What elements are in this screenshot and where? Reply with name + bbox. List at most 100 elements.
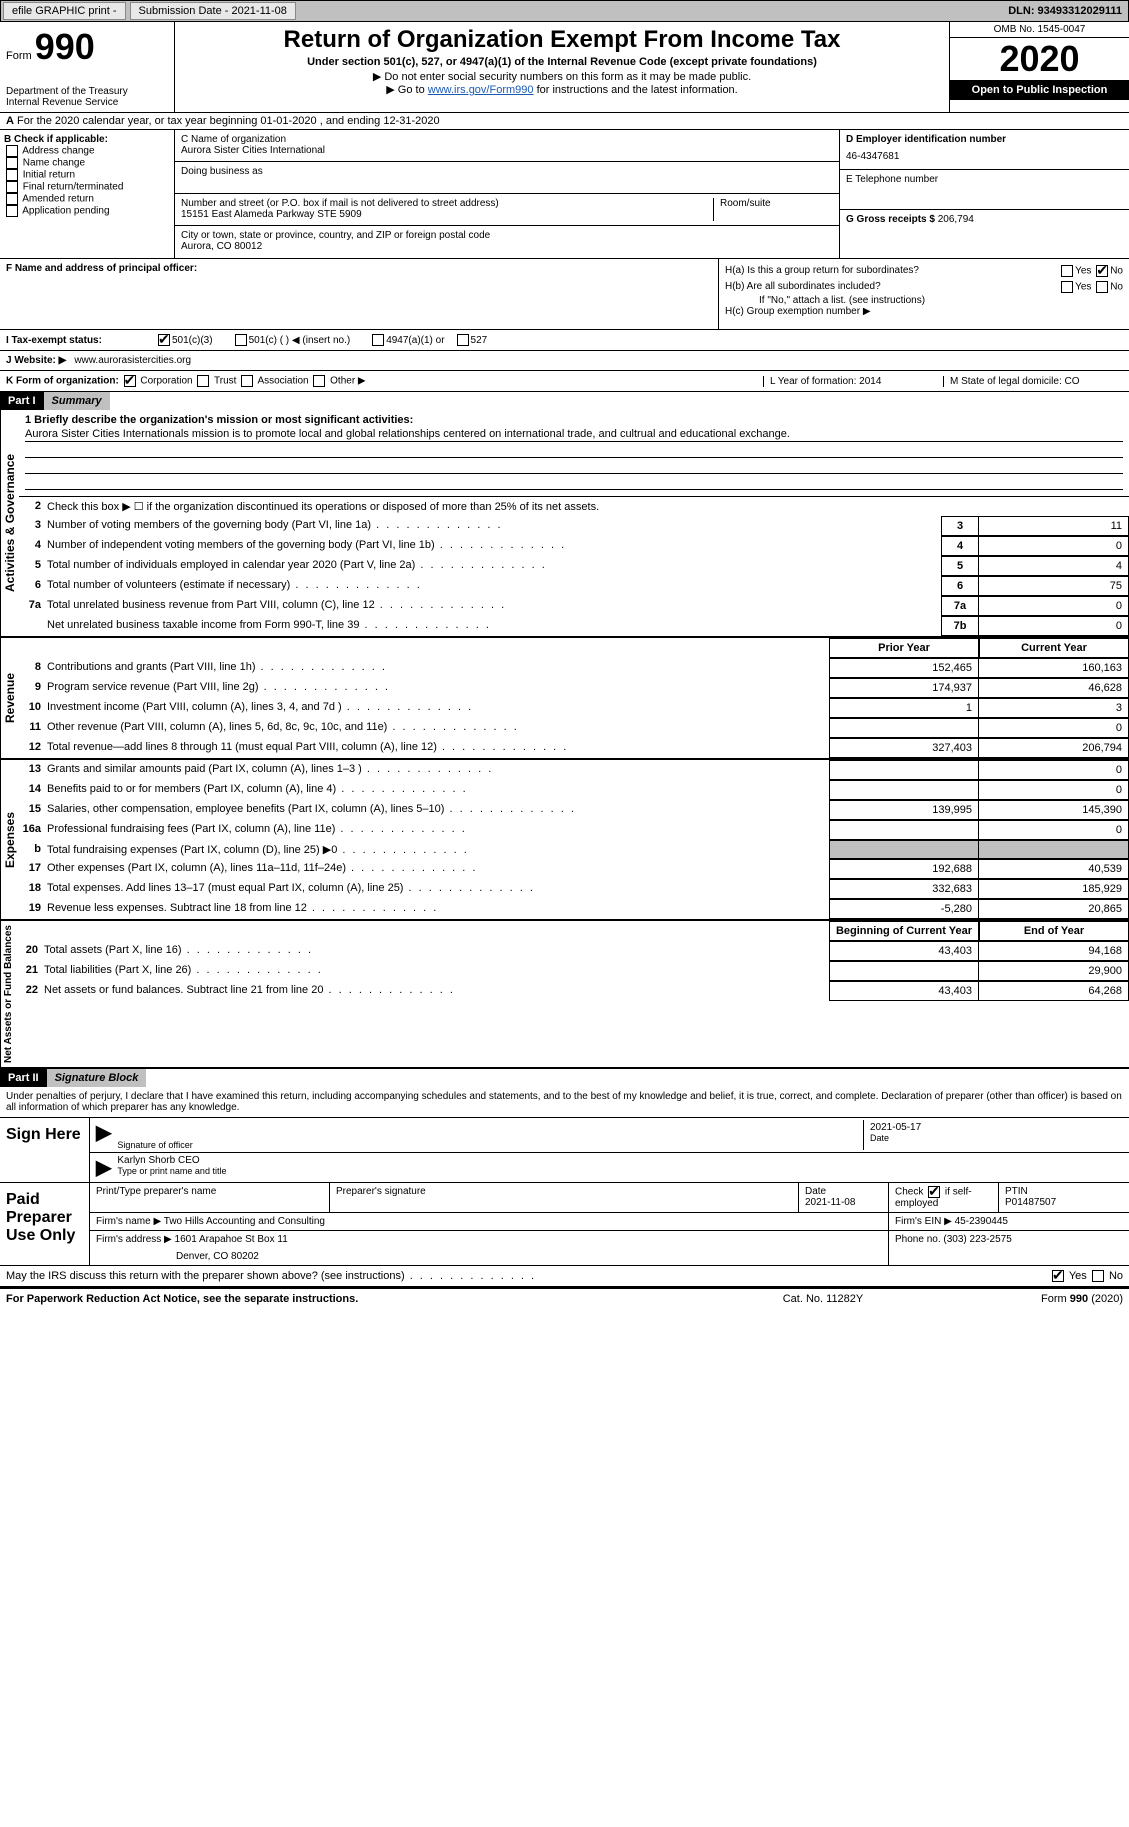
data-line: 8Contributions and grants (Part VIII, li…	[19, 658, 1129, 678]
officer-label: F Name and address of principal officer:	[6, 263, 197, 274]
sig-name: Karlyn Shorb CEO	[117, 1155, 1123, 1166]
footer-center: Cat. No. 11282Y	[723, 1293, 923, 1305]
cb-corp[interactable]	[124, 375, 136, 387]
line-2: 2Check this box ▶ ☐ if the organization …	[19, 497, 1129, 516]
prep-date-hdr: Date	[805, 1186, 882, 1197]
dln-label: DLN: 93493312029111	[1008, 5, 1128, 17]
phone-label: E Telephone number	[846, 174, 1123, 185]
org-name: Aurora Sister Cities International	[181, 145, 833, 156]
room-label: Room/suite	[720, 198, 833, 209]
discuss-yes[interactable]	[1052, 1270, 1064, 1282]
box-c: C Name of organization Aurora Sister Cit…	[175, 130, 839, 258]
ha-yes[interactable]	[1061, 265, 1073, 277]
row-j-website: J Website: ▶ www.aurorasistercities.org	[0, 351, 1129, 371]
form-header: Form 990 Department of the Treasury Inte…	[0, 22, 1129, 113]
identity-block: B Check if applicable: Address change Na…	[0, 130, 1129, 259]
open-inspection: Open to Public Inspection	[950, 80, 1129, 100]
note2-pre: ▶ Go to	[386, 84, 427, 96]
hb-yes[interactable]	[1061, 281, 1073, 293]
addr-value: 15151 East Alameda Parkway STE 5909	[181, 209, 713, 220]
cb-assoc[interactable]	[241, 375, 253, 387]
firm-phone-label: Phone no.	[895, 1234, 941, 1245]
na-header: Beginning of Current Year End of Year	[16, 921, 1129, 941]
data-line: 13Grants and similar amounts paid (Part …	[19, 760, 1129, 780]
tab-net-assets: Net Assets or Fund Balances	[0, 921, 16, 1067]
data-line: 22Net assets or fund balances. Subtract …	[16, 981, 1129, 1001]
ha-label: H(a) Is this a group return for subordin…	[725, 265, 919, 277]
data-line: 10Investment income (Part VIII, column (…	[19, 698, 1129, 718]
cb-501c3[interactable]	[158, 334, 170, 346]
section-governance: Activities & Governance 1 Briefly descri…	[0, 410, 1129, 638]
data-line: 12Total revenue—add lines 8 through 11 (…	[19, 738, 1129, 758]
dept-label: Department of the Treasury Internal Reve…	[6, 86, 168, 108]
sign-here-label: Sign Here	[0, 1118, 90, 1182]
data-line: 9Program service revenue (Part VIII, lin…	[19, 678, 1129, 698]
data-line: 19Revenue less expenses. Subtract line 1…	[19, 899, 1129, 919]
mission-text: Aurora Sister Cities Internationals miss…	[25, 428, 1123, 442]
sig-name-label: Type or print name and title	[117, 1166, 1123, 1176]
paid-preparer-block: Paid Preparer Use Only Print/Type prepar…	[0, 1183, 1129, 1266]
efile-print-button[interactable]: efile GRAPHIC print -	[3, 2, 126, 20]
firm-phone: (303) 223-2575	[943, 1234, 1011, 1245]
cb-501c[interactable]	[235, 334, 247, 346]
cb-amended-return[interactable]: Amended return	[4, 193, 170, 205]
city-value: Aurora, CO 80012	[181, 241, 833, 252]
tab-expenses: Expenses	[0, 760, 19, 919]
hb-no[interactable]	[1096, 281, 1108, 293]
ha-no[interactable]	[1096, 265, 1108, 277]
cb-other[interactable]	[313, 375, 325, 387]
data-line: 14Benefits paid to or for members (Part …	[19, 780, 1129, 800]
data-line: 16aProfessional fundraising fees (Part I…	[19, 820, 1129, 840]
mission-block: 1 Briefly describe the organization's mi…	[19, 410, 1129, 497]
addr-label: Number and street (or P.O. box if mail i…	[181, 198, 713, 209]
box-b-label: B Check if applicable:	[4, 134, 170, 145]
sig-date: 2021-05-17	[870, 1122, 1117, 1133]
cb-address-change[interactable]: Address change	[4, 145, 170, 157]
cb-name-change[interactable]: Name change	[4, 157, 170, 169]
data-line: bTotal fundraising expenses (Part IX, co…	[19, 840, 1129, 859]
data-line: 15Salaries, other compensation, employee…	[19, 800, 1129, 820]
footer-left: For Paperwork Reduction Act Notice, see …	[6, 1293, 723, 1305]
cb-final-return[interactable]: Final return/terminated	[4, 181, 170, 193]
firm-ein-label: Firm's EIN ▶	[895, 1216, 952, 1227]
submission-date-button[interactable]: Submission Date - 2021-11-08	[130, 2, 296, 20]
tab-governance: Activities & Governance	[0, 410, 19, 636]
hdr-prior-year: Prior Year	[829, 638, 979, 658]
sig-officer-label: Signature of officer	[117, 1140, 863, 1150]
firm-name-label: Firm's name ▶	[96, 1216, 161, 1227]
data-line: 11Other revenue (Part VIII, column (A), …	[19, 718, 1129, 738]
box-de: D Employer identification number 46-4347…	[839, 130, 1129, 258]
form990-link[interactable]: www.irs.gov/Form990	[428, 84, 534, 96]
firm-ein: 45-2390445	[955, 1216, 1008, 1227]
row-fh: F Name and address of principal officer:…	[0, 259, 1129, 330]
rev-header: Prior Year Current Year	[19, 638, 1129, 658]
sign-here-block: Sign Here ▶ Signature of officer 2021-05…	[0, 1118, 1129, 1183]
discuss-no[interactable]	[1092, 1270, 1104, 1282]
year-formation: L Year of formation: 2014	[763, 376, 943, 387]
box-b: B Check if applicable: Address change Na…	[0, 130, 175, 258]
form-number: 990	[35, 26, 95, 67]
gross-receipts-value: 206,794	[938, 214, 974, 225]
footer-right: Form 990 (2020)	[923, 1293, 1123, 1305]
cb-application-pending[interactable]: Application pending	[4, 205, 170, 217]
firm-addr1: 1601 Arapahoe St Box 11	[175, 1234, 288, 1245]
gov-line: 4Number of independent voting members of…	[19, 536, 1129, 556]
website-value: www.aurorasistercities.org	[74, 355, 191, 366]
topbar: efile GRAPHIC print - Submission Date - …	[0, 0, 1129, 22]
cb-self-employed[interactable]	[928, 1186, 940, 1198]
cb-trust[interactable]	[197, 375, 209, 387]
form-note-2: ▶ Go to www.irs.gov/Form990 for instruct…	[179, 83, 945, 96]
gov-line: 5Total number of individuals employed in…	[19, 556, 1129, 576]
cb-initial-return[interactable]: Initial return	[4, 169, 170, 181]
firm-addr2: Denver, CO 80202	[96, 1251, 882, 1262]
cb-527[interactable]	[457, 334, 469, 346]
org-name-label: C Name of organization	[181, 134, 833, 145]
part-i-header: Part I Summary	[0, 392, 1129, 410]
box-h: H(a) Is this a group return for subordin…	[719, 259, 1129, 329]
gov-line: Net unrelated business taxable income fr…	[19, 616, 1129, 636]
state-domicile: M State of legal domicile: CO	[943, 376, 1123, 387]
cb-4947[interactable]	[372, 334, 384, 346]
form-title: Return of Organization Exempt From Incom…	[179, 26, 945, 54]
section-expenses: Expenses 13Grants and similar amounts pa…	[0, 760, 1129, 921]
tax-year: 2020	[950, 38, 1129, 80]
